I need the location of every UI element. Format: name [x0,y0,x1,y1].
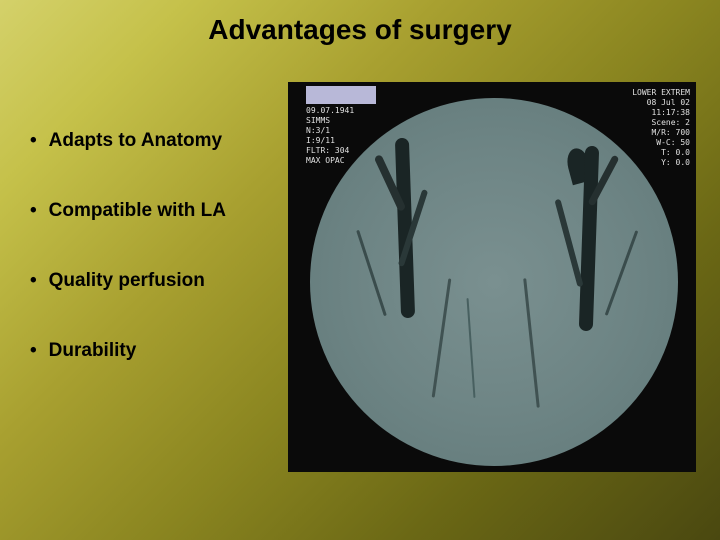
vessel-graphic [467,298,476,398]
vessel-graphic [356,230,387,317]
slide-title: Advantages of surgery [0,0,720,46]
bullet-dot-icon: • [30,340,37,362]
bullet-list: • Adapts to Anatomy • Compatible with LA… [30,130,290,410]
scan-meta-right: LOWER EXTREM 08 Jul 02 11:17:38 Scene: 2… [632,88,690,168]
medical-scan-image: 09.07.1941 SIMMS N:3/1 I:9/11 FLTR: 304 … [288,82,696,472]
vessel-graphic [432,278,452,397]
bullet-text: Quality perfusion [49,270,205,292]
scan-meta-left: 09.07.1941 SIMMS N:3/1 I:9/11 FLTR: 304 … [306,106,354,166]
angiogram-circle [310,98,678,466]
vessel-graphic [523,278,540,408]
bullet-text: Compatible with LA [49,200,226,222]
bullet-dot-icon: • [30,200,37,222]
list-item: • Quality perfusion [30,270,290,292]
list-item: • Compatible with LA [30,200,290,222]
list-item: • Durability [30,340,290,362]
bullet-text: Durability [49,340,137,362]
bullet-text: Adapts to Anatomy [49,130,222,152]
vessel-graphic [554,199,583,287]
vessel-graphic [605,230,639,316]
bullet-dot-icon: • [30,270,37,292]
redaction-overlay [306,86,376,104]
bullet-dot-icon: • [30,130,37,152]
list-item: • Adapts to Anatomy [30,130,290,152]
